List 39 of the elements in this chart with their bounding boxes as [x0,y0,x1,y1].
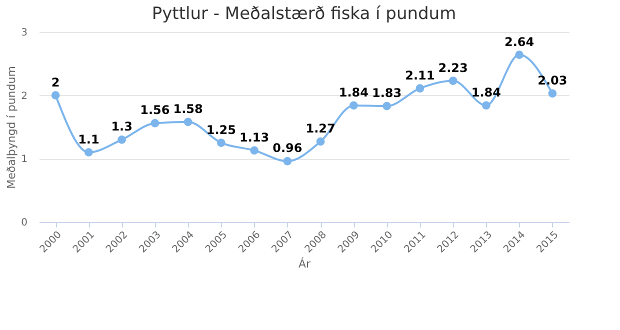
point [548,89,557,98]
data-label: 1.13 [240,130,270,144]
point [382,102,391,110]
data-label: 1.56 [140,103,170,118]
data-label: 1.84 [471,85,501,100]
chart-title: Pyttlur - Meðalstærð fiska í pundum [152,4,456,24]
data-label: 0.96 [272,141,302,156]
point [448,76,458,85]
y-tick-label: 0 [21,218,28,228]
point [184,118,192,126]
point [416,84,424,93]
y-tick-label: 1 [21,154,28,166]
y-tick-label: 2 [21,90,28,102]
point [316,137,325,146]
y-axis-title: Meðalþyngd í pundum [5,66,18,189]
data-label: 1.83 [372,86,402,100]
data-label: 2.11 [405,68,435,82]
point [150,119,160,128]
data-label: 2 [51,75,60,90]
point [482,101,490,110]
data-label: 2.64 [504,34,534,49]
point [250,146,258,155]
data-label: 2.03 [538,73,568,88]
point [118,135,126,144]
data-label: 1.1 [78,132,100,146]
point [84,148,93,157]
point [217,138,226,148]
point [515,50,524,59]
point [283,157,292,166]
data-label: 1.3 [111,120,132,134]
point [350,101,358,110]
data-label: 1.58 [173,102,203,116]
data-label: 1.84 [338,85,368,100]
data-label: 1.27 [306,122,336,136]
data-label: 2.23 [438,60,468,75]
point [51,91,60,100]
x-axis-title: Ár [298,256,311,271]
y-tick-label: 3 [21,28,28,38]
data-label: 1.25 [206,122,236,137]
